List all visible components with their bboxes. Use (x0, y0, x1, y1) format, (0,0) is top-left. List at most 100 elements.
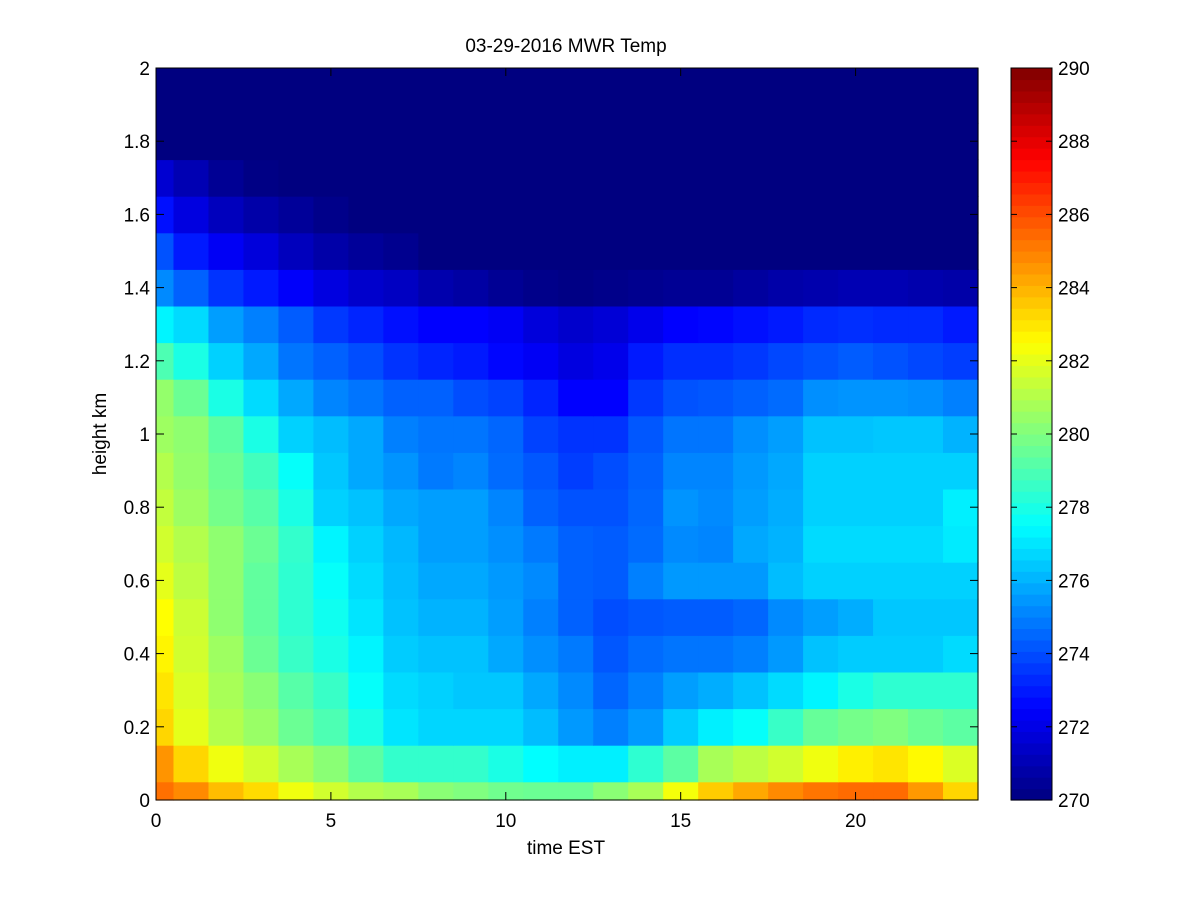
heatmap-cell (523, 196, 559, 234)
heatmap-cell (278, 745, 315, 783)
heatmap-cell (383, 525, 419, 563)
colorbar-tick-label: 290 (1058, 59, 1090, 80)
heatmap-cell (243, 598, 280, 636)
heatmap-cell (488, 525, 524, 563)
heatmap-cell (593, 342, 629, 380)
heatmap-cell (173, 342, 210, 380)
heatmap-cell (803, 305, 839, 344)
colorbar-segment (1011, 434, 1052, 447)
heatmap-cell (628, 635, 664, 673)
x-tick-label: 15 (670, 811, 691, 832)
heatmap-cell (663, 452, 699, 490)
colorbar-segment (1011, 273, 1052, 286)
heatmap-cell (698, 598, 734, 636)
heatmap-cell (838, 781, 874, 801)
colorbar-segment (1011, 182, 1052, 195)
heatmap-cell (873, 745, 909, 783)
heatmap-cell (488, 562, 524, 600)
heatmap-cell (908, 122, 944, 161)
heatmap-cell (943, 68, 979, 124)
heatmap-cell (208, 196, 245, 234)
heatmap-cell (663, 122, 699, 161)
heatmap-cell (488, 671, 524, 710)
heatmap-cell (663, 159, 699, 197)
heatmap-cell (348, 232, 384, 270)
heatmap-cell (156, 525, 175, 563)
heatmap-cell (768, 305, 804, 344)
heatmap-cell (418, 488, 454, 527)
heatmap-cell (628, 745, 664, 783)
heatmap-cell (593, 745, 629, 783)
colorbar-segment (1011, 285, 1052, 298)
heatmap-cell (593, 488, 629, 527)
heatmap-cell (313, 68, 349, 124)
colorbar-segment (1011, 788, 1052, 801)
heatmap-cell (523, 379, 559, 417)
heatmap-cell (523, 635, 559, 673)
heatmap-cell (313, 671, 349, 710)
colorbar-segment (1011, 617, 1052, 630)
heatmap-cell (348, 635, 384, 673)
heatmap-cell (348, 452, 384, 490)
heatmap-cell (873, 159, 909, 197)
heatmap-cell (873, 452, 909, 490)
heatmap-cell (838, 342, 874, 380)
heatmap-cell (768, 122, 804, 161)
heatmap-cell (593, 525, 629, 563)
heatmap-cell (768, 379, 804, 417)
heatmap-cell (733, 159, 769, 197)
heatmap-cell (768, 635, 804, 673)
heatmap-cell (838, 452, 874, 490)
heatmap-cell (383, 196, 419, 234)
heatmap-cell (698, 122, 734, 161)
heatmap-cell (733, 635, 769, 673)
heatmap-cell (593, 598, 629, 636)
heatmap-cell (873, 488, 909, 527)
heatmap-cell (208, 342, 245, 380)
heatmap-cell (156, 415, 175, 453)
y-tick-label: 0.6 (124, 571, 150, 592)
heatmap-cell (733, 452, 769, 490)
heatmap-cell (156, 488, 175, 527)
heatmap-cell (156, 708, 175, 746)
heatmap-cell (156, 342, 175, 380)
colorbar-segment (1011, 605, 1052, 618)
heatmap-cell (453, 562, 489, 600)
heatmap-cell (418, 159, 454, 197)
heatmap-cell (313, 708, 349, 746)
heatmap-cell (838, 562, 874, 600)
heatmap-cell (173, 196, 210, 234)
heatmap-cell (488, 269, 524, 307)
heatmap-cell (348, 415, 384, 453)
heatmap-cell (663, 708, 699, 746)
heatmap-cell (243, 305, 280, 344)
heatmap-cell (523, 159, 559, 197)
heatmap-cell (313, 781, 349, 801)
colorbar-segment (1011, 754, 1052, 767)
heatmap-cell (313, 159, 349, 197)
heatmap-cell (243, 342, 280, 380)
heatmap-cell (838, 598, 874, 636)
heatmap-cell (698, 671, 734, 710)
colorbar-segment (1011, 651, 1052, 664)
heatmap-cell (838, 379, 874, 417)
heatmap-cell (628, 415, 664, 453)
heatmap-cell (908, 159, 944, 197)
heatmap-cell (383, 305, 419, 344)
heatmap-cell (523, 598, 559, 636)
heatmap-cell (593, 708, 629, 746)
heatmap-cell (663, 68, 699, 124)
heatmap-cell (558, 232, 594, 270)
heatmap-cell (733, 232, 769, 270)
heatmap-cell (943, 232, 979, 270)
heatmap-cell (488, 745, 524, 783)
heatmap-cell (278, 781, 315, 801)
heatmap-cell (156, 305, 175, 344)
heatmap-cell (558, 525, 594, 563)
heatmap-cell (698, 488, 734, 527)
heatmap-cell (173, 305, 210, 344)
heatmap-cell (156, 379, 175, 417)
heatmap-cell (733, 598, 769, 636)
heatmap-cell (873, 379, 909, 417)
